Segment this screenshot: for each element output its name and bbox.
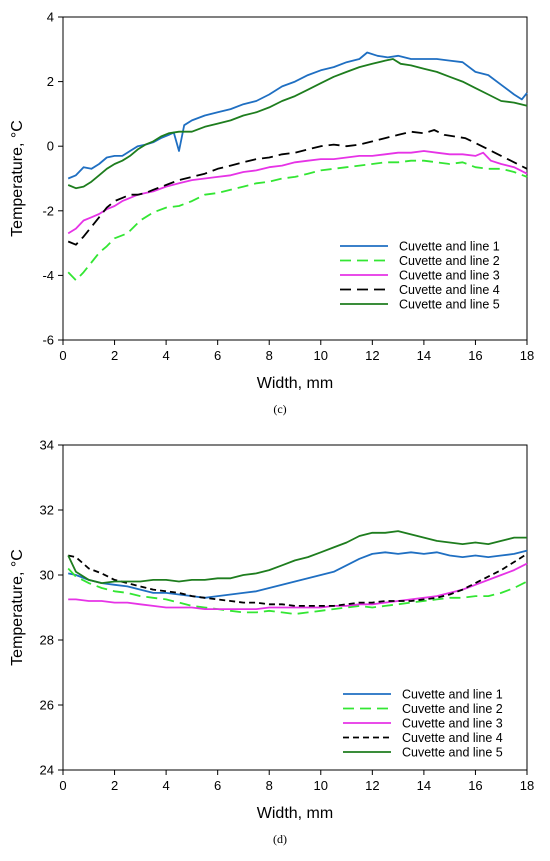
series-line-1 <box>68 549 528 599</box>
series-line-2 <box>67 567 528 615</box>
x-tick-label: 14 <box>417 778 431 793</box>
x-tick-label: 0 <box>59 348 66 363</box>
x-tick-label: 8 <box>266 778 273 793</box>
plot-frame <box>62 16 528 341</box>
legend-label-2: Cuvette and line 2 <box>402 702 503 716</box>
panel-label: (c) <box>273 402 286 416</box>
y-tick-label: 0 <box>47 139 54 154</box>
x-tick-label: 16 <box>468 348 482 363</box>
series-line-1 <box>67 51 528 180</box>
series-line-5 <box>67 530 527 584</box>
series-line-5 <box>67 58 528 190</box>
x-tick-label: 2 <box>111 778 118 793</box>
y-tick-label: 28 <box>40 633 54 648</box>
legend-label-3: Cuvette and line 3 <box>399 269 500 283</box>
x-tick-label: 18 <box>520 348 534 363</box>
legend-label-1: Cuvette and line 1 <box>399 240 500 254</box>
series-line-3 <box>68 562 528 610</box>
chart-panel-c: 0 2 4 6 8 10 12 14 16 18 -6 -4 -2 0 2 4 Width, mm Tempera… <box>9 10 534 417</box>
y-axis-label: Temperature, °C <box>9 120 26 237</box>
x-tick-label: 10 <box>314 348 328 363</box>
series-line-4 <box>68 553 528 607</box>
legend-label-4: Cuvette and line 4 <box>399 283 500 297</box>
y-tick-label: -6 <box>42 333 54 348</box>
x-tick-label: 4 <box>162 348 169 363</box>
legend-label-5: Cuvette and line 5 <box>399 298 500 312</box>
y-tick-label: 2 <box>47 74 54 89</box>
x-tick-label: 10 <box>314 778 328 793</box>
legend-label-3: Cuvette and line 3 <box>402 717 503 731</box>
x-tick-label: 18 <box>520 778 534 793</box>
y-axis-label: Temperature, °C <box>9 549 26 666</box>
y-tick-label: 34 <box>40 438 54 453</box>
x-tick-label: 16 <box>468 778 482 793</box>
x-axis-label: Width, mm <box>257 805 333 822</box>
y-tick-label: 4 <box>47 10 54 25</box>
legend-label-5: Cuvette and line 5 <box>402 746 503 760</box>
x-tick-label: 0 <box>59 778 66 793</box>
x-tick-label: 8 <box>266 348 273 363</box>
x-tick-label: 6 <box>214 778 221 793</box>
y-tick-label: 26 <box>40 698 54 713</box>
series-line-4 <box>67 129 528 246</box>
legend-label-4: Cuvette and line 4 <box>402 731 503 745</box>
series-line-3 <box>67 150 528 235</box>
plot-frame <box>62 444 528 771</box>
x-tick-label: 14 <box>417 348 431 363</box>
panel-label: (d) <box>273 832 287 846</box>
y-tick-label: -4 <box>42 268 54 283</box>
legend-label-2: Cuvette and line 2 <box>399 254 500 268</box>
x-tick-label: 2 <box>111 348 118 363</box>
y-tick-label: 30 <box>40 568 54 583</box>
x-axis-label: Width, mm <box>257 375 333 392</box>
series-line-2 <box>67 159 528 282</box>
x-tick-label: 12 <box>365 348 379 363</box>
x-tick-label: 4 <box>162 778 169 793</box>
legend-label-1: Cuvette and line 1 <box>402 688 503 702</box>
x-tick-label: 6 <box>214 348 221 363</box>
x-tick-label: 12 <box>365 778 379 793</box>
y-tick-label: -2 <box>42 203 54 218</box>
y-tick-label: 24 <box>40 763 54 778</box>
y-tick-label: 32 <box>40 503 54 518</box>
